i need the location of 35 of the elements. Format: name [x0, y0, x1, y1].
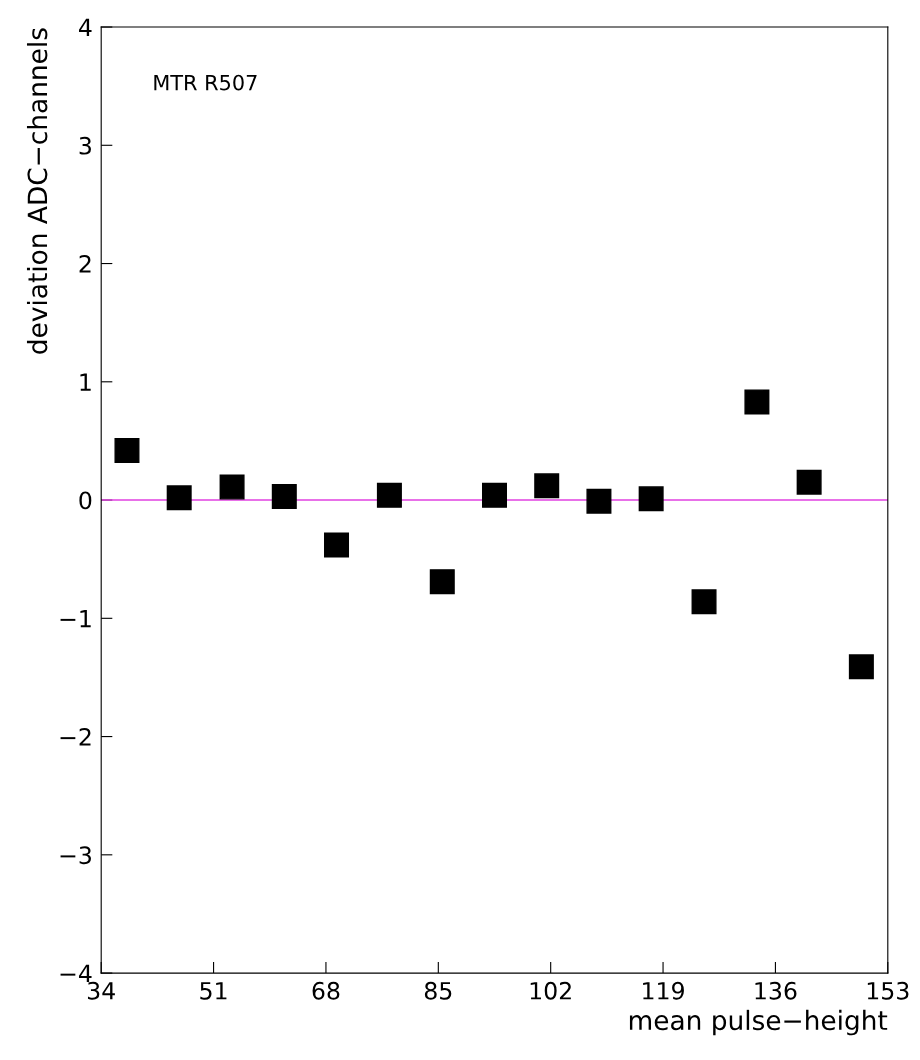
y-tick-label: 3 — [79, 136, 91, 155]
x-tick-label: 119 — [643, 981, 684, 1000]
y-axis-title: deviation ADC−channels — [26, 28, 48, 354]
x-tick-label: 51 — [200, 982, 227, 1000]
point — [481, 482, 508, 508]
y-tick-label: −4 — [60, 964, 92, 983]
point — [796, 469, 822, 495]
point — [586, 488, 612, 514]
annotation: MTR R507 — [154, 74, 257, 91]
x-tick-label: 136 — [755, 981, 797, 1000]
x-tick-label: 102 — [530, 981, 571, 1000]
point — [219, 474, 245, 500]
y-tick-label: −3 — [60, 846, 91, 865]
point — [429, 569, 455, 595]
point — [638, 486, 664, 512]
x-tick-label: 68 — [312, 981, 340, 1000]
x-tick-label: 153 — [867, 981, 909, 1000]
y-tick-label: 2 — [79, 254, 91, 273]
x-tick-label: 34 — [87, 981, 115, 1000]
point — [166, 485, 192, 511]
point — [114, 437, 140, 463]
x-axis-title: mean pulse−height — [629, 1009, 888, 1036]
point — [534, 473, 560, 499]
x-tick-label: 85 — [424, 981, 452, 1000]
y-tick-label: 4 — [79, 18, 92, 36]
point — [848, 654, 874, 680]
point — [744, 389, 770, 415]
point — [271, 484, 297, 510]
y-tick-label: 0 — [79, 491, 92, 510]
y-tick-label: 1 — [80, 373, 91, 391]
y-tick-label: −2 — [60, 728, 91, 746]
point — [691, 589, 717, 615]
y-tick-label: −1 — [60, 610, 91, 628]
point — [376, 482, 402, 508]
point — [324, 532, 350, 558]
